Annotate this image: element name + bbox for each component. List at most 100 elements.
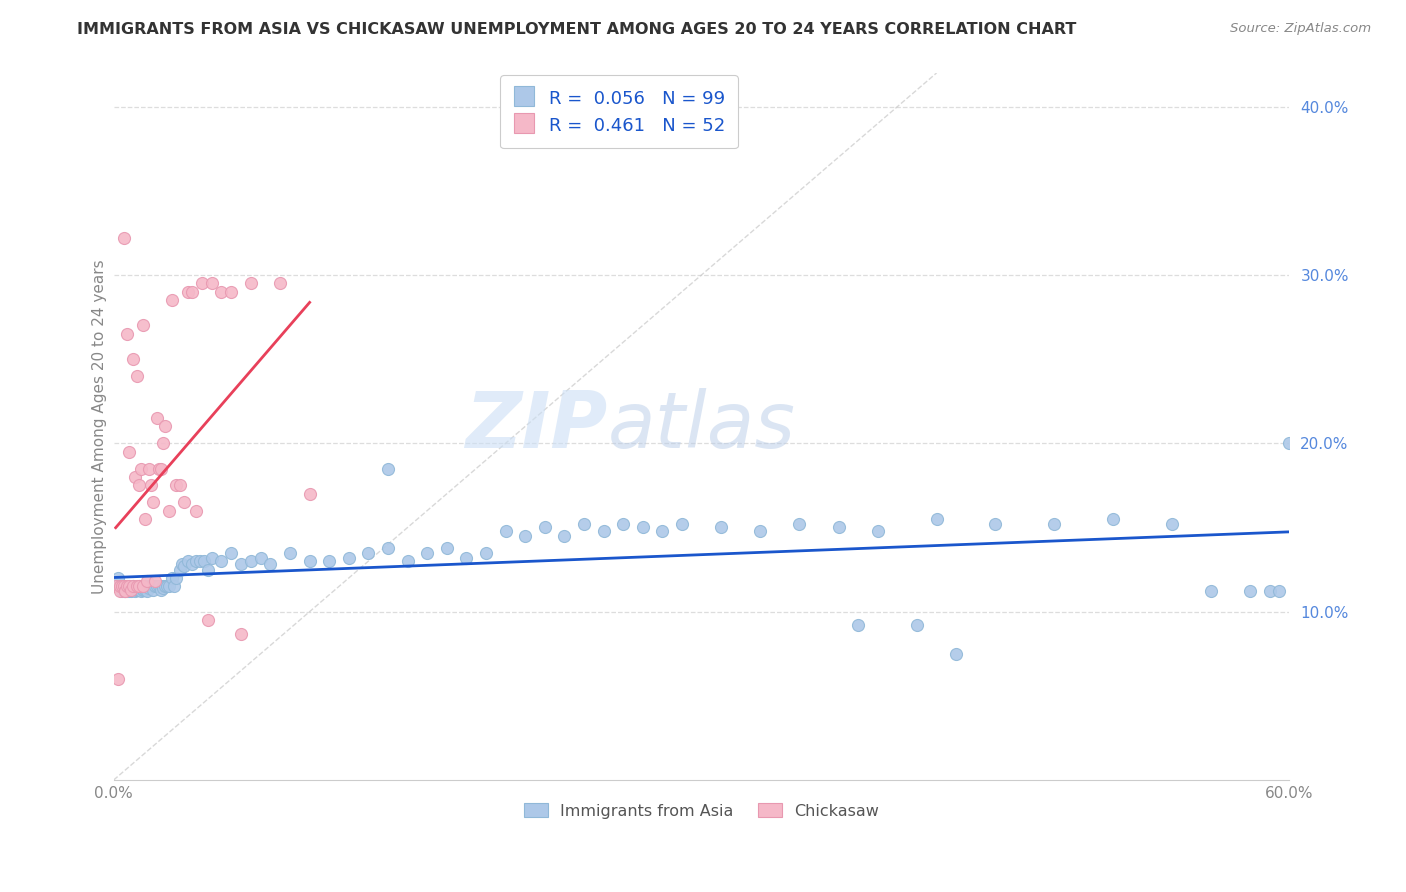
Point (112, 579, 135, 593)
Point (495, 524, 517, 538)
Point (298, 554, 321, 568)
Point (134, 579, 156, 593)
Point (127, 582, 149, 597)
Point (612, 517, 634, 532)
Point (134, 582, 156, 597)
Point (475, 546, 498, 560)
Point (152, 436, 174, 450)
Text: ZIP: ZIP (465, 389, 607, 465)
Point (143, 579, 166, 593)
Point (513, 529, 536, 543)
Point (177, 285, 200, 299)
Point (110, 579, 132, 593)
Point (298, 487, 321, 501)
Legend: Immigrants from Asia, Chickasaw: Immigrants from Asia, Chickasaw (517, 797, 886, 825)
Point (129, 461, 152, 475)
Point (846, 618, 869, 632)
Point (129, 584, 152, 599)
Point (128, 579, 150, 593)
Point (1160, 517, 1182, 532)
Point (249, 550, 271, 565)
Point (229, 626, 252, 640)
Point (157, 579, 180, 593)
Point (436, 541, 458, 555)
Point (866, 524, 889, 538)
Point (122, 579, 145, 593)
Point (122, 582, 145, 597)
Point (193, 554, 215, 568)
Point (1199, 584, 1222, 599)
Point (118, 582, 141, 597)
Point (104, 579, 127, 593)
Point (211, 554, 233, 568)
Point (136, 574, 159, 589)
Point (169, 563, 191, 577)
Point (165, 478, 187, 492)
Point (211, 285, 233, 299)
Point (149, 461, 172, 475)
Point (124, 584, 146, 599)
Point (149, 582, 172, 597)
Point (127, 579, 149, 593)
Point (120, 582, 142, 597)
Point (146, 411, 169, 425)
Point (107, 571, 129, 585)
Point (163, 579, 186, 593)
Point (1268, 584, 1291, 599)
Point (1043, 517, 1066, 532)
Point (117, 326, 139, 341)
Point (162, 293, 184, 308)
Point (118, 444, 141, 458)
Point (143, 574, 166, 589)
Point (108, 584, 131, 599)
Point (128, 582, 150, 597)
Point (219, 285, 242, 299)
Point (184, 503, 207, 517)
Point (120, 582, 142, 597)
Point (173, 559, 195, 574)
Point (533, 520, 555, 534)
Point (114, 584, 136, 599)
Point (139, 579, 162, 593)
Point (357, 546, 380, 560)
Point (188, 554, 211, 568)
Point (153, 419, 176, 434)
Point (117, 581, 139, 595)
Point (278, 546, 301, 560)
Point (749, 524, 772, 538)
Point (148, 579, 170, 593)
Point (172, 558, 194, 572)
Point (201, 277, 224, 291)
Point (416, 546, 439, 560)
Point (456, 550, 478, 565)
Point (181, 558, 204, 572)
Point (152, 579, 174, 593)
Point (136, 584, 159, 599)
Point (118, 584, 141, 599)
Point (132, 579, 155, 593)
Point (142, 582, 165, 597)
Point (377, 541, 399, 555)
Point (142, 495, 165, 509)
Point (181, 285, 204, 299)
Point (1258, 584, 1281, 599)
Point (138, 461, 160, 475)
Point (146, 579, 169, 593)
Point (269, 277, 291, 291)
Point (197, 563, 219, 577)
Point (592, 524, 614, 538)
Point (127, 368, 149, 383)
Point (219, 546, 242, 560)
Point (142, 579, 165, 593)
Point (132, 582, 155, 597)
Point (138, 579, 160, 593)
Y-axis label: Unemployment Among Ages 20 to 24 years: Unemployment Among Ages 20 to 24 years (93, 260, 107, 594)
Point (631, 520, 654, 534)
Point (651, 524, 673, 538)
Point (128, 579, 150, 593)
Point (156, 579, 179, 593)
Point (318, 554, 340, 568)
Point (191, 277, 214, 291)
Point (377, 461, 399, 475)
Point (114, 584, 136, 599)
